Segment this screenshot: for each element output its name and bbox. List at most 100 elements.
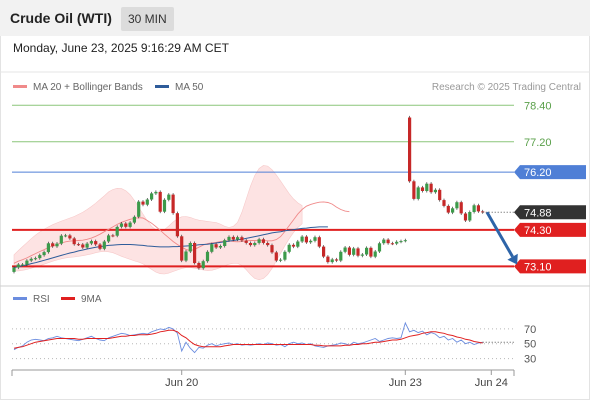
- candle-body: [446, 205, 450, 213]
- candle-body: [304, 236, 308, 243]
- candle-body: [132, 216, 136, 223]
- candle-body: [317, 237, 321, 247]
- candle-body: [283, 251, 287, 260]
- candle-body: [412, 181, 416, 199]
- candle-body: [240, 237, 244, 241]
- candle-body: [244, 240, 248, 243]
- candle-body: [197, 263, 201, 269]
- candle-body: [137, 201, 141, 217]
- candle-body: [420, 187, 425, 191]
- candle-body: [64, 235, 68, 237]
- candle-body: [476, 205, 480, 212]
- level-label: 77.20: [524, 137, 552, 149]
- rsi-legend-label: RSI: [33, 294, 50, 305]
- candle-body: [382, 239, 386, 244]
- candle-body: [214, 244, 218, 248]
- candle-body: [438, 189, 442, 201]
- level-tag: [514, 259, 586, 274]
- candle-body: [261, 239, 265, 243]
- candle-body: [21, 264, 25, 266]
- candle-body: [180, 236, 184, 261]
- candle-body: [227, 236, 231, 241]
- candle-body: [377, 243, 382, 252]
- candle-body: [330, 259, 334, 263]
- candle-body: [98, 244, 102, 249]
- candle-body: [279, 259, 283, 261]
- candle-body: [425, 183, 429, 191]
- candle-body: [107, 235, 111, 242]
- rsi-legend-swatch: [13, 297, 27, 300]
- forecast-arrow-shaft: [485, 211, 514, 258]
- candle-body: [158, 191, 162, 212]
- candle-body: [231, 236, 235, 240]
- rsi-legend-label: 9MA: [81, 294, 102, 305]
- candle-body: [175, 213, 179, 237]
- candle-body: [451, 208, 455, 213]
- candle-body: [270, 245, 274, 253]
- last-price-tag: [514, 205, 586, 220]
- report-datetime: Monday, June 23, 2025 9:16:29 AM CET: [13, 41, 229, 55]
- candle-body: [369, 247, 373, 257]
- candle-body: [72, 238, 76, 245]
- candle-body: [274, 252, 278, 261]
- rsi-tick-label: 50: [524, 339, 536, 351]
- level-label: 73.10: [524, 261, 552, 273]
- candle-body: [218, 246, 222, 248]
- time-tick-label: Jun 24: [475, 377, 508, 389]
- candle-body: [257, 239, 261, 243]
- level-label: 74.30: [524, 225, 552, 237]
- candle-body: [223, 240, 227, 246]
- candle-body: [309, 240, 313, 243]
- candle-body: [94, 241, 98, 245]
- candle-body: [68, 235, 72, 239]
- candle-body: [236, 237, 240, 240]
- candle-body: [76, 244, 81, 246]
- timeframe-badge[interactable]: 30 MIN: [121, 7, 174, 31]
- candle-body: [322, 246, 326, 257]
- candle-body: [184, 251, 188, 261]
- candle-body: [205, 251, 210, 262]
- rsi-tick-label: 30: [524, 354, 536, 366]
- candle-body: [291, 244, 296, 247]
- candle-body: [472, 205, 476, 212]
- ma50-line: [13, 226, 328, 269]
- candle-body: [145, 199, 149, 205]
- time-tick-label: Jun 20: [165, 377, 198, 389]
- candle-body: [390, 243, 394, 245]
- legend-swatch: [155, 85, 169, 88]
- candle-body: [399, 241, 403, 243]
- candle-body: [429, 183, 433, 193]
- candle-body: [386, 239, 390, 244]
- candle-body: [119, 223, 124, 227]
- time-tick-label: Jun 23: [389, 377, 422, 389]
- credit-text: Research © 2025 Trading Central: [432, 82, 581, 93]
- candle-body: [248, 243, 253, 246]
- candle-body: [416, 187, 420, 199]
- candle-body: [356, 248, 360, 256]
- candle-body: [347, 247, 351, 255]
- candle-body: [365, 247, 369, 255]
- candle-body: [55, 243, 59, 247]
- rsi-ma-line: [13, 329, 483, 349]
- candle-body: [102, 241, 106, 249]
- candle-body: [46, 243, 50, 253]
- level-tag: [514, 222, 586, 237]
- candle-body: [51, 243, 55, 247]
- legend-swatch: [13, 85, 27, 88]
- candle-body: [141, 201, 145, 205]
- rsi-line: [13, 321, 483, 354]
- candle-body: [296, 241, 300, 247]
- level-tag: [514, 165, 586, 180]
- candle-body: [188, 243, 192, 252]
- candle-body: [433, 189, 437, 193]
- candle-body: [150, 193, 154, 200]
- level-label: 76.20: [524, 167, 552, 179]
- candle-body: [193, 243, 197, 264]
- candle-body: [287, 244, 291, 252]
- candle-body: [455, 202, 459, 209]
- candle-body: [162, 199, 167, 212]
- candle-body: [16, 264, 20, 268]
- candle-body: [167, 194, 171, 200]
- candle-body: [25, 260, 29, 265]
